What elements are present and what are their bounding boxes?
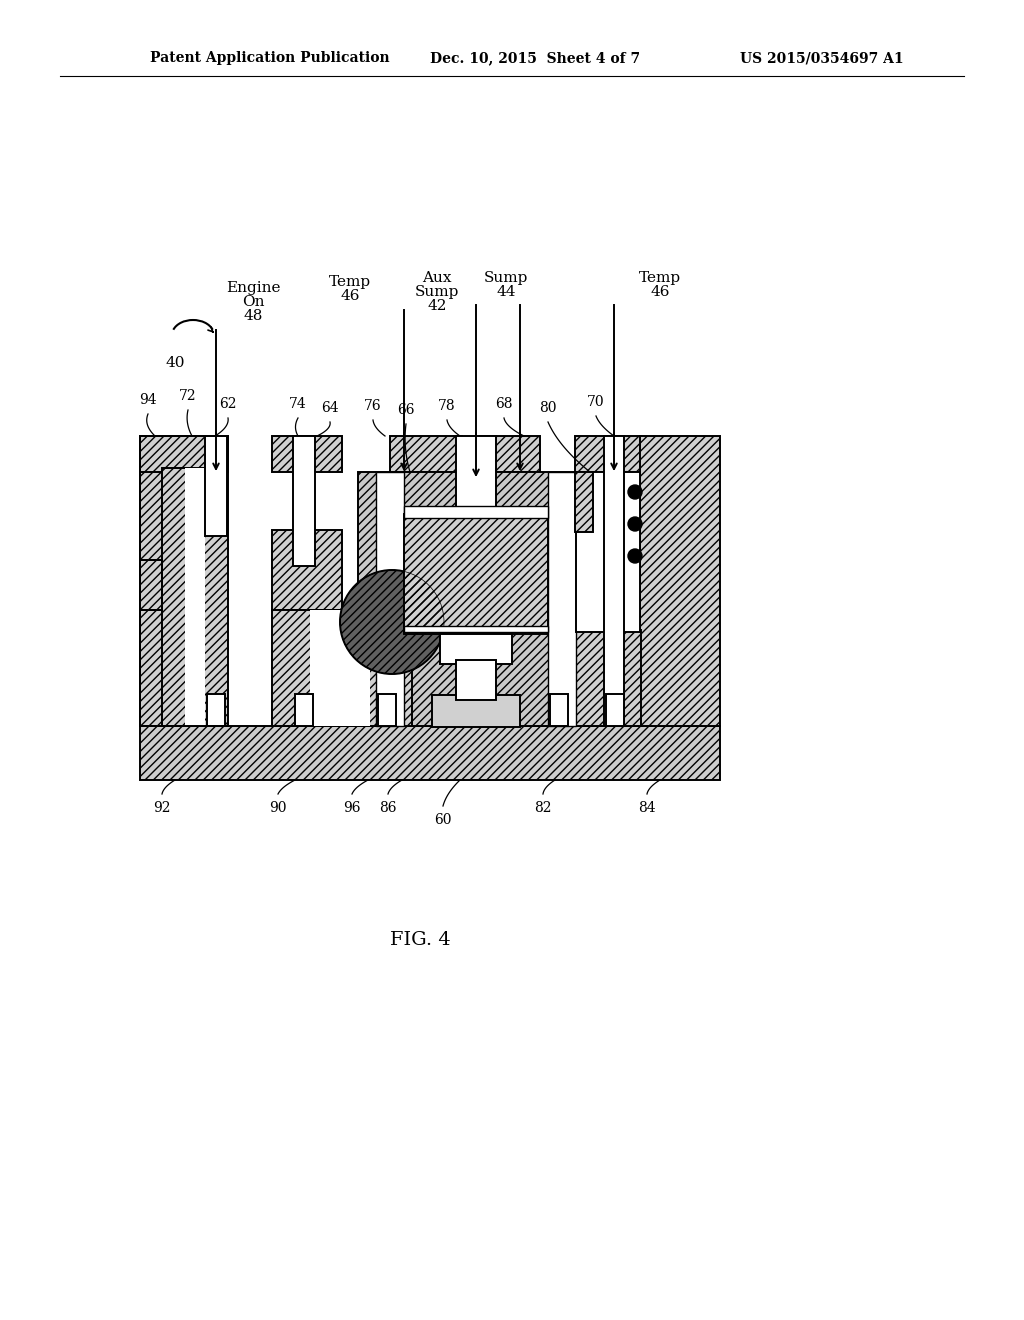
Bar (140, 560, 162, 610)
Bar (404, 626, 548, 632)
Bar (272, 531, 342, 610)
Text: US 2015/0354697 A1: US 2015/0354697 A1 (740, 51, 903, 65)
Text: 96: 96 (343, 801, 360, 814)
Bar (404, 506, 548, 586)
Bar (376, 473, 404, 726)
Text: Sump: Sump (483, 271, 528, 285)
Text: 46: 46 (650, 285, 670, 300)
Bar (185, 469, 205, 726)
Bar (205, 436, 227, 536)
Bar (140, 726, 720, 780)
Bar (207, 694, 225, 726)
Circle shape (628, 517, 642, 531)
Bar (295, 694, 313, 726)
Bar (606, 694, 624, 726)
Bar (548, 473, 575, 726)
Bar (140, 436, 228, 473)
Bar (440, 634, 512, 664)
Bar (456, 660, 496, 700)
Text: 74: 74 (289, 397, 307, 411)
Bar (272, 436, 342, 473)
Circle shape (628, 484, 642, 499)
Bar (432, 696, 520, 727)
Circle shape (340, 570, 444, 675)
Text: 78: 78 (438, 399, 456, 413)
Bar (293, 436, 315, 566)
Text: Temp: Temp (639, 271, 681, 285)
Text: 64: 64 (322, 401, 339, 414)
Text: 62: 62 (219, 397, 237, 411)
Text: 72: 72 (179, 389, 197, 403)
Circle shape (628, 549, 642, 564)
Text: 40: 40 (165, 356, 184, 370)
Bar (140, 560, 162, 610)
Text: 66: 66 (397, 403, 415, 417)
Text: 46: 46 (340, 289, 359, 304)
Text: 48: 48 (244, 309, 263, 323)
Bar (272, 610, 412, 726)
Bar (140, 469, 190, 726)
Bar (404, 513, 548, 634)
Bar (390, 436, 462, 473)
Text: 44: 44 (497, 285, 516, 300)
Bar (358, 473, 600, 726)
Text: 42: 42 (427, 300, 446, 313)
Text: 70: 70 (587, 395, 605, 409)
Bar (575, 473, 640, 632)
Text: On: On (242, 294, 264, 309)
Bar (575, 436, 641, 473)
Text: 92: 92 (154, 801, 171, 814)
Text: 86: 86 (379, 801, 396, 814)
Text: Sump: Sump (415, 285, 459, 300)
Bar (378, 694, 396, 726)
Text: FIG. 4: FIG. 4 (389, 931, 451, 949)
Bar (604, 436, 624, 726)
Bar (575, 630, 641, 726)
Bar (404, 506, 548, 517)
Bar (376, 473, 404, 726)
Bar (640, 436, 720, 726)
Bar (310, 610, 370, 726)
Bar (456, 436, 496, 516)
Text: 82: 82 (535, 801, 552, 814)
Bar (550, 694, 568, 726)
Text: 60: 60 (434, 813, 452, 828)
Text: Aux: Aux (422, 271, 452, 285)
Bar (548, 473, 575, 726)
Text: 90: 90 (269, 801, 287, 814)
Text: Dec. 10, 2015  Sheet 4 of 7: Dec. 10, 2015 Sheet 4 of 7 (430, 51, 640, 65)
Text: Engine: Engine (225, 281, 281, 294)
Text: 68: 68 (496, 397, 513, 411)
Bar (162, 469, 228, 726)
Text: Patent Application Publication: Patent Application Publication (150, 51, 389, 65)
Text: 80: 80 (540, 401, 557, 414)
Text: 84: 84 (638, 801, 655, 814)
Text: 76: 76 (365, 399, 382, 413)
Bar (575, 473, 593, 532)
Text: Temp: Temp (329, 275, 371, 289)
Bar (480, 436, 540, 473)
Text: 94: 94 (139, 393, 157, 407)
